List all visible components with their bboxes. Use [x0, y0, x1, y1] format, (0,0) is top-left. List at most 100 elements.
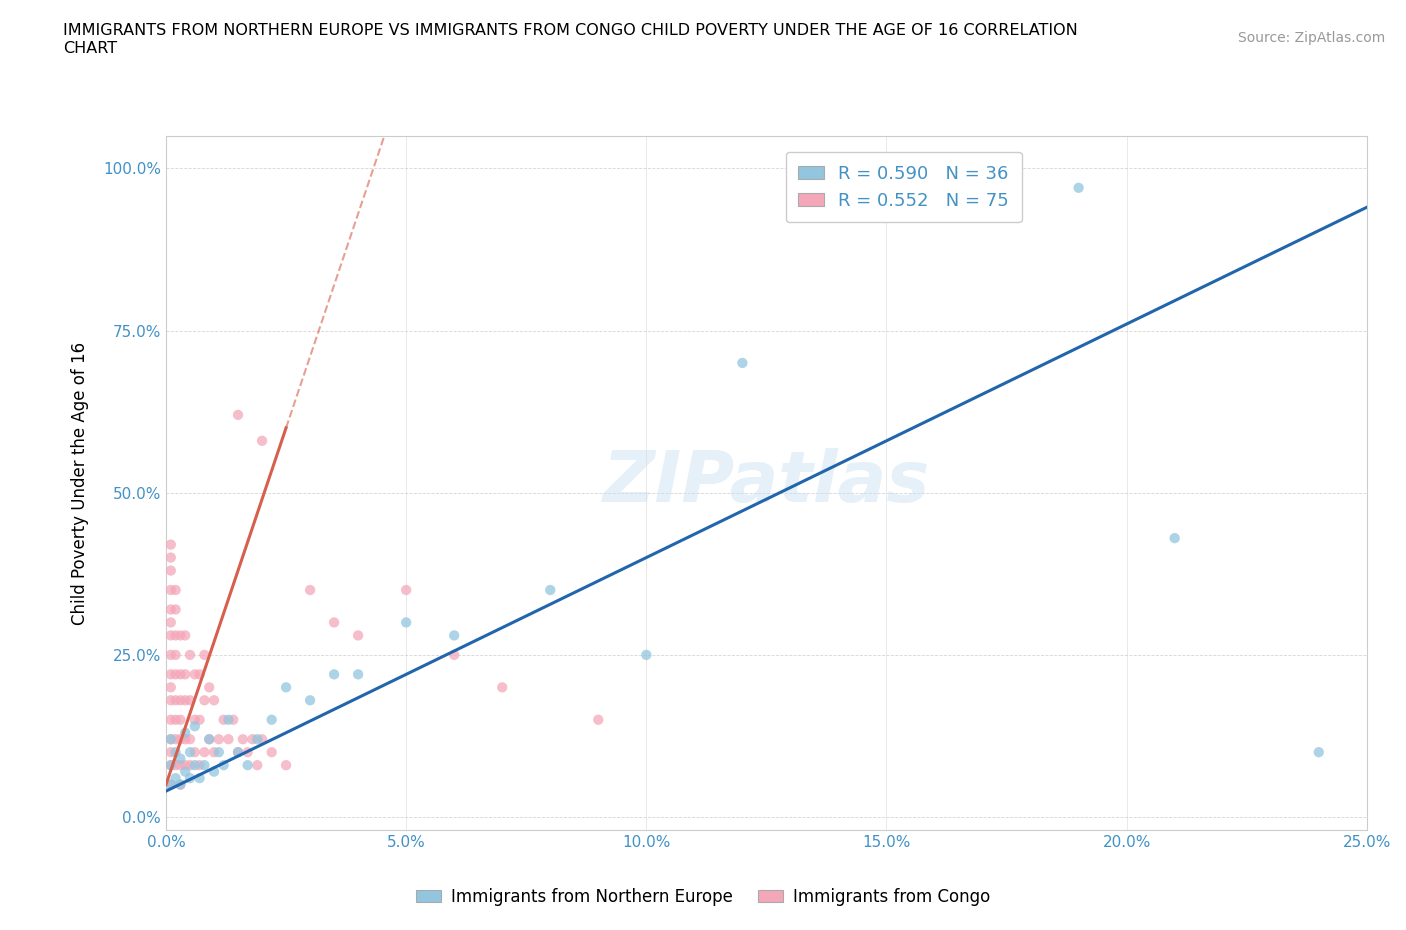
Point: [159, 551, 181, 565]
Point: [159, 777, 181, 792]
Point: [1308, 745, 1330, 760]
Point: [165, 647, 187, 662]
Point: [184, 712, 207, 727]
Point: [731, 355, 754, 370]
Point: [588, 712, 610, 727]
Point: [169, 712, 191, 727]
Point: [538, 582, 561, 597]
Point: [174, 628, 197, 643]
Point: [323, 615, 346, 630]
Point: [188, 771, 211, 786]
Point: [174, 764, 197, 779]
Point: [159, 647, 181, 662]
Point: [260, 712, 283, 727]
Point: [159, 712, 181, 727]
Point: [193, 758, 215, 773]
Point: [165, 758, 187, 773]
Point: [169, 628, 191, 643]
Point: [174, 693, 197, 708]
Point: [165, 602, 187, 617]
Point: [299, 582, 322, 597]
Point: [202, 745, 225, 760]
Point: [174, 732, 197, 747]
Point: [159, 628, 181, 643]
Point: [299, 693, 322, 708]
Point: [395, 615, 418, 630]
Point: [165, 582, 187, 597]
Point: [217, 712, 239, 727]
Point: [169, 732, 191, 747]
Point: [169, 758, 191, 773]
Point: [188, 712, 211, 727]
Text: ZIPatlas: ZIPatlas: [603, 448, 931, 517]
Point: [193, 745, 215, 760]
Point: [159, 758, 181, 773]
Point: [159, 758, 181, 773]
Point: [347, 628, 370, 643]
Point: [159, 745, 181, 760]
Point: [260, 745, 283, 760]
Point: [217, 732, 239, 747]
Legend: R = 0.590   N = 36, R = 0.552   N = 75: R = 0.590 N = 36, R = 0.552 N = 75: [786, 152, 1022, 222]
Point: [347, 667, 370, 682]
Point: [236, 745, 259, 760]
Point: [165, 712, 187, 727]
Point: [174, 725, 197, 740]
Point: [165, 732, 187, 747]
Point: [165, 628, 187, 643]
Point: [159, 667, 181, 682]
Point: [188, 758, 211, 773]
Point: [491, 680, 513, 695]
Point: [395, 582, 418, 597]
Point: [179, 771, 201, 786]
Point: [274, 680, 297, 695]
Point: [165, 667, 187, 682]
Point: [250, 433, 273, 448]
Point: [226, 745, 249, 760]
Point: [184, 667, 207, 682]
Point: [250, 732, 273, 747]
Point: [208, 732, 231, 747]
Point: [226, 745, 249, 760]
Point: [184, 719, 207, 734]
Legend: Immigrants from Northern Europe, Immigrants from Congo: Immigrants from Northern Europe, Immigra…: [409, 881, 997, 912]
Point: [179, 745, 201, 760]
Point: [165, 693, 187, 708]
Point: [169, 751, 191, 766]
Point: [232, 732, 254, 747]
Point: [179, 758, 201, 773]
Point: [222, 712, 245, 727]
Point: [169, 667, 191, 682]
Point: [443, 647, 465, 662]
Point: [174, 758, 197, 773]
Point: [159, 693, 181, 708]
Point: [159, 538, 181, 552]
Point: [159, 732, 181, 747]
Point: [184, 745, 207, 760]
Point: [184, 758, 207, 773]
Point: [179, 647, 201, 662]
Point: [179, 732, 201, 747]
Y-axis label: Child Poverty Under the Age of 16: Child Poverty Under the Age of 16: [72, 341, 89, 625]
Point: [179, 693, 201, 708]
Point: [174, 667, 197, 682]
Point: [246, 732, 269, 747]
Point: [212, 758, 235, 773]
Point: [169, 777, 191, 792]
Point: [202, 764, 225, 779]
Point: [159, 777, 181, 792]
Point: [198, 680, 221, 695]
Point: [159, 680, 181, 695]
Point: [443, 628, 465, 643]
Point: [1163, 531, 1185, 546]
Point: [226, 407, 249, 422]
Point: [159, 582, 181, 597]
Text: Source: ZipAtlas.com: Source: ZipAtlas.com: [1237, 31, 1385, 45]
Point: [212, 712, 235, 727]
Point: [188, 667, 211, 682]
Point: [1067, 180, 1090, 195]
Point: [193, 693, 215, 708]
Point: [242, 732, 264, 747]
Point: [165, 771, 187, 786]
Point: [198, 732, 221, 747]
